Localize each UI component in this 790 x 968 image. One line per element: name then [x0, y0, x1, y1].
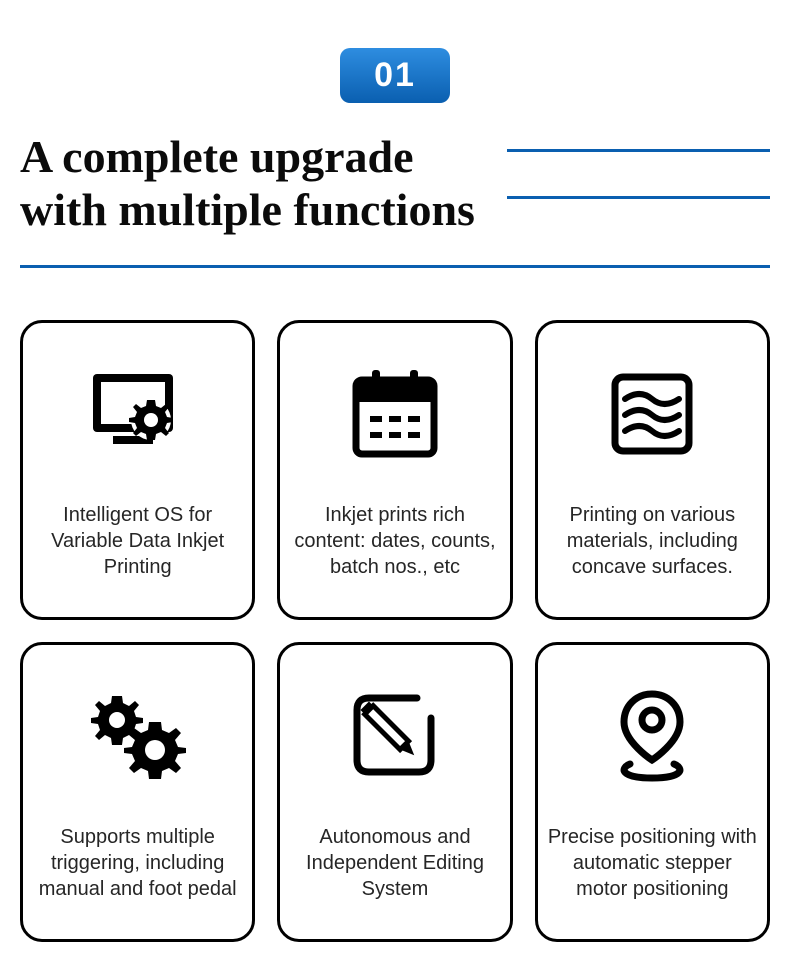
feature-card: Inkjet prints rich content: dates, count… — [277, 320, 512, 620]
feature-card-text: Printing on various materials, including… — [546, 502, 759, 580]
page-title: A complete upgrade with multiple functio… — [20, 131, 475, 237]
edit-icon — [347, 676, 442, 796]
feature-card-text: Supports multiple triggering, including … — [31, 824, 244, 902]
feature-card: Printing on various materials, including… — [535, 320, 770, 620]
location-icon — [612, 676, 692, 796]
screen-gear-icon — [83, 354, 193, 474]
feature-card-text: Intelligent OS for Variable Data Inkjet … — [31, 502, 244, 580]
feature-card: Precise positioning with automatic stepp… — [535, 642, 770, 942]
feature-card-text: Inkjet prints rich content: dates, count… — [288, 502, 501, 580]
title-line-2: with multiple functions — [20, 184, 475, 235]
calendar-icon — [350, 354, 440, 474]
waves-icon — [607, 354, 697, 474]
accent-line — [507, 196, 770, 199]
section-number-badge: 01 — [340, 48, 450, 103]
title-line-1: A complete upgrade — [20, 131, 414, 182]
header-row: A complete upgrade with multiple functio… — [0, 103, 790, 237]
feature-card-text: Precise positioning with automatic stepp… — [546, 824, 759, 902]
header-accent-lines — [507, 131, 770, 199]
accent-line — [507, 149, 770, 152]
feature-card: Supports multiple triggering, including … — [20, 642, 255, 942]
feature-card: Intelligent OS for Variable Data Inkjet … — [20, 320, 255, 620]
feature-card-text: Autonomous and Independent Editing Syste… — [288, 824, 501, 902]
badge-container: 01 — [0, 0, 790, 103]
gears-icon — [83, 676, 193, 796]
feature-grid: Intelligent OS for Variable Data Inkjet … — [0, 268, 790, 942]
feature-card: Autonomous and Independent Editing Syste… — [277, 642, 512, 942]
